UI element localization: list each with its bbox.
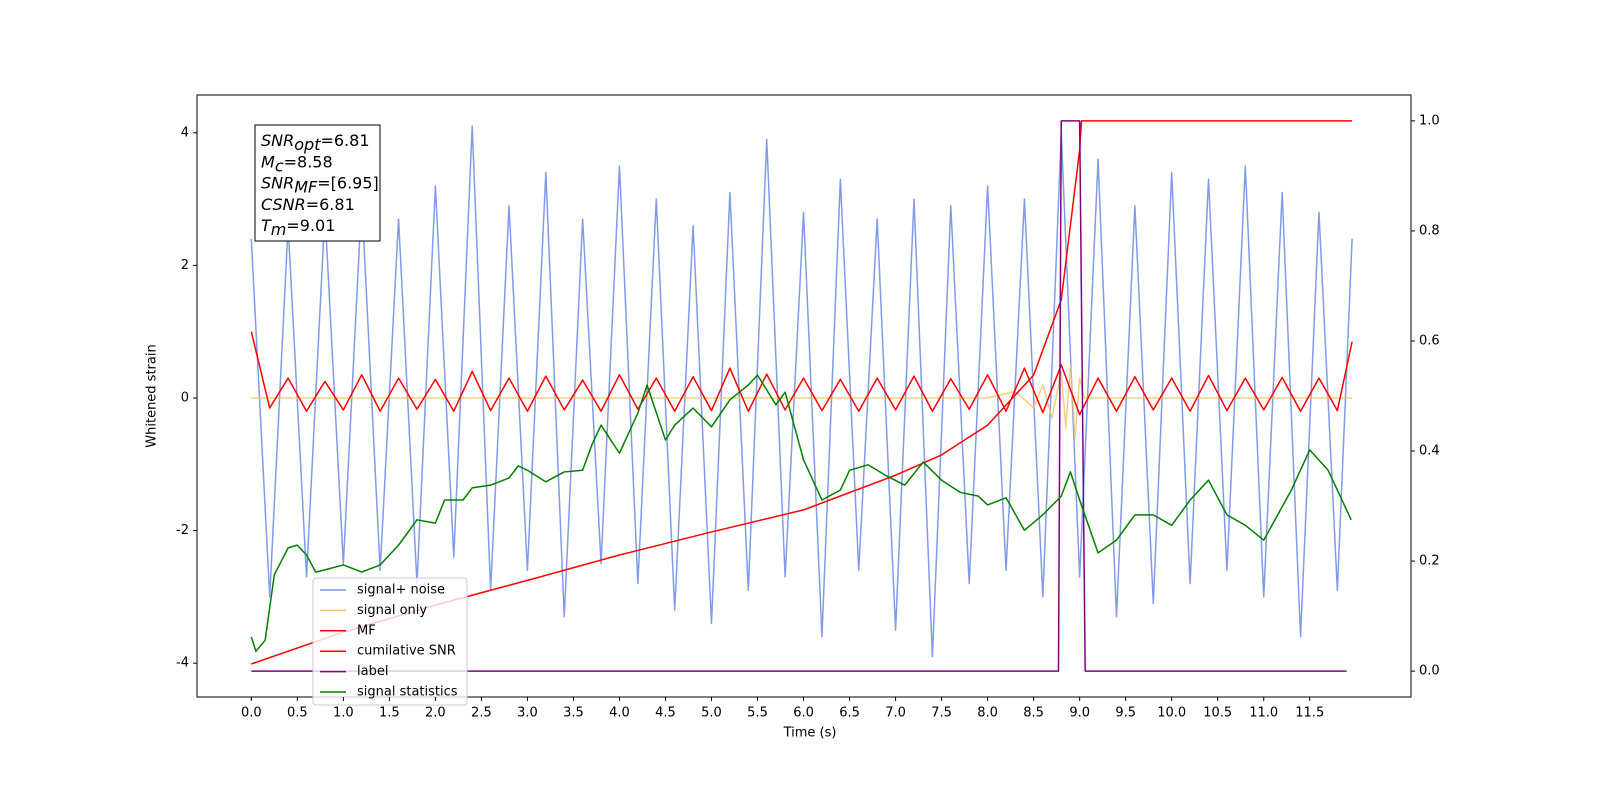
y-axis-label: Whitened strain <box>145 344 160 447</box>
annotation-symbol: M <box>261 152 275 171</box>
annotation-line: SNRopt=6.81 <box>261 131 370 154</box>
annotation-symbol: CSNR <box>261 194 306 213</box>
x-tick-label: 10.0 <box>1157 706 1186 721</box>
series-line <box>251 120 1347 672</box>
x-tick-label: 5.0 <box>701 706 722 721</box>
series-line <box>250 331 1353 416</box>
annotation-subscript: m <box>271 220 287 239</box>
y2-tick-label: 0.2 <box>1419 554 1440 569</box>
annotation-line: CSNR=6.81 <box>261 194 355 213</box>
x-tick-label: 6.5 <box>839 706 860 721</box>
series-line <box>251 364 1353 439</box>
legend-label: label <box>357 664 388 679</box>
y2-tick-label: 0.0 <box>1419 664 1440 679</box>
legend-frame <box>312 577 468 706</box>
y2-tick-label: 1.0 <box>1419 113 1440 128</box>
annotation-value: =9.01 <box>286 216 335 235</box>
y-tick-label: 2 <box>181 258 189 273</box>
series-line <box>250 125 1353 658</box>
x-tick-label: 9.0 <box>1069 706 1090 721</box>
annotation-box: SNRopt=6.81Mc=8.58SNRMF=[6.95]CSNR=6.81T… <box>254 124 381 242</box>
annotation-line: SNRMF=[6.95] <box>261 173 379 196</box>
y-tick-label: -4 <box>176 656 189 671</box>
x-tick-label: 7.0 <box>885 706 906 721</box>
y2-tick-label: 0.8 <box>1419 223 1440 238</box>
x-tick-label: 0.5 <box>287 706 308 721</box>
series-line <box>250 374 1352 653</box>
annotation-value: =6.81 <box>306 194 355 213</box>
annotation-value: =[6.95] <box>317 173 379 192</box>
annotation-line: Tm=9.01 <box>261 216 335 239</box>
x-tick-label: 10.5 <box>1203 706 1232 721</box>
legend-label: signal statistics <box>357 685 458 700</box>
y-tick-label: 4 <box>181 125 189 140</box>
y2-tick-label: 0.4 <box>1419 444 1440 459</box>
legend-label: signal only <box>357 603 427 618</box>
x-tick-label: 8.5 <box>1023 706 1044 721</box>
annotation-frame <box>254 124 381 242</box>
x-tick-label: 4.5 <box>655 706 676 721</box>
x-tick-label: 0.0 <box>241 706 262 721</box>
x-tick-label: 7.5 <box>931 706 952 721</box>
annotation-value: =6.81 <box>320 131 369 150</box>
y-tick-label: -2 <box>176 523 189 538</box>
x-tick-label: 11.0 <box>1249 706 1278 721</box>
x-axis-label: Time (s) <box>783 726 837 741</box>
y2-tick-label: 0.6 <box>1419 333 1440 348</box>
annotation-symbol: SNR <box>261 173 294 192</box>
x-tick-label: 4.0 <box>609 706 630 721</box>
x-tick-label: 3.0 <box>517 706 538 721</box>
x-tick-label: 2.0 <box>425 706 446 721</box>
annotation-subscript: MF <box>294 177 318 196</box>
x-tick-label: 1.5 <box>379 706 400 721</box>
x-tick-label: 11.5 <box>1295 706 1324 721</box>
annotation-subscript: c <box>275 156 284 175</box>
annotation-value: =8.58 <box>284 152 333 171</box>
annotation-symbol: SNR <box>261 131 294 150</box>
x-tick-label: 8.0 <box>977 706 998 721</box>
legend-label: signal+ noise <box>357 583 445 598</box>
legend-label: cumilative SNR <box>357 644 456 659</box>
x-tick-label: 5.5 <box>747 706 768 721</box>
x-tick-label: 1.0 <box>333 706 354 721</box>
annotation-symbol: T <box>261 216 272 235</box>
y-tick-label: 0 <box>181 390 189 405</box>
x-tick-label: 3.5 <box>563 706 584 721</box>
legend: signal+ noise signal only MF cumilative SNR… <box>312 577 468 706</box>
legend-label: MF <box>357 623 376 638</box>
x-tick-label: 2.5 <box>471 706 492 721</box>
x-tick-label: 9.5 <box>1115 706 1136 721</box>
x-tick-label: 6.0 <box>793 706 814 721</box>
annotation-subscript: opt <box>294 135 321 154</box>
annotation-line: Mc=8.58 <box>261 152 333 175</box>
